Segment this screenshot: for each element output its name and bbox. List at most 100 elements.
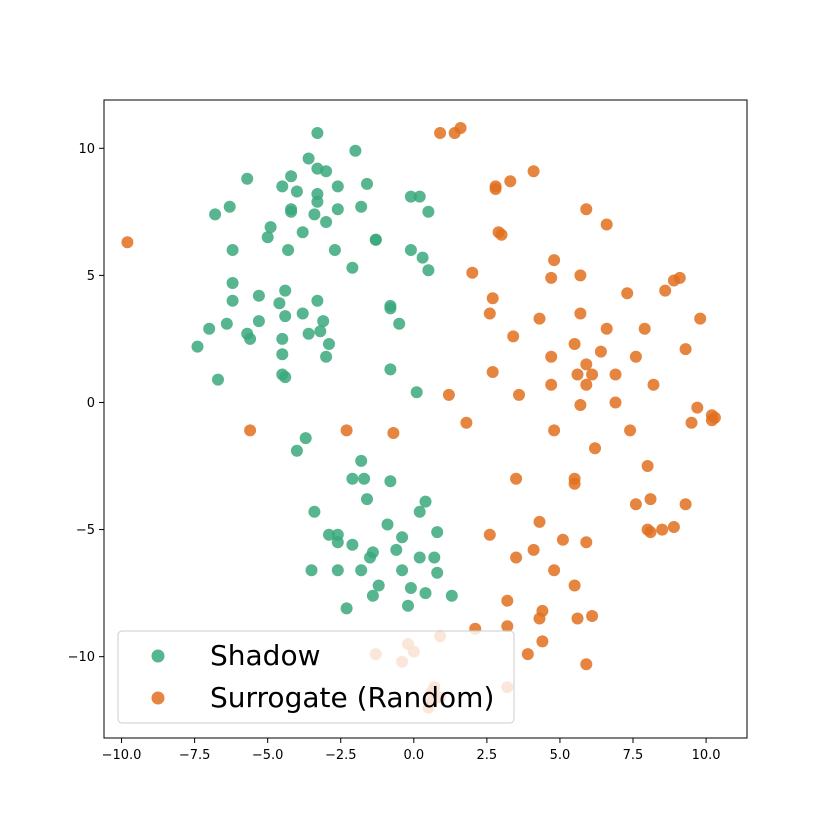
shadow-point [413, 505, 426, 518]
shadow-point [308, 208, 321, 221]
surrogate-point [589, 442, 601, 455]
surrogate-point [501, 594, 514, 607]
surrogate-point [580, 658, 593, 671]
shadow-point [355, 564, 368, 577]
plot-frame [103, 99, 748, 739]
y-tick-label: −5 [76, 523, 95, 538]
surrogate-point [641, 460, 654, 472]
shadow-point [311, 195, 324, 208]
surrogate-point [609, 368, 622, 381]
surrogate-point [434, 127, 447, 139]
legend-label-shadow: Shadow [210, 639, 320, 672]
legend: Shadow Surrogate (Random) [117, 630, 515, 724]
surrogate-point [629, 350, 642, 363]
x-tick-label: −7.5 [179, 748, 211, 763]
x-tick-label: −2.5 [325, 748, 357, 763]
surrogate-point [244, 424, 257, 437]
shadow-point [296, 226, 309, 239]
shadow-point [302, 327, 315, 340]
surrogate-point [679, 343, 692, 356]
shadow-point [384, 302, 397, 315]
surrogate-point [656, 523, 669, 536]
shadow-point [331, 564, 344, 577]
surrogate-point [600, 218, 613, 231]
surrogate-point [483, 307, 496, 320]
surrogate-point [594, 345, 607, 358]
shadow-point [384, 475, 397, 488]
y-tick-label: −10 [68, 650, 95, 665]
shadow-point [273, 297, 286, 310]
surrogate-point [580, 358, 593, 371]
shadow-point [381, 518, 394, 531]
shadow-point [320, 165, 333, 178]
surrogate-point [624, 424, 637, 437]
surrogate-point [574, 307, 587, 320]
surrogate-point [568, 338, 581, 350]
surrogate-point [513, 388, 525, 401]
legend-marker-shadow [151, 649, 165, 663]
shadow-point [212, 373, 224, 386]
shadow-point [355, 454, 368, 467]
shadow-point [346, 472, 359, 485]
surrogate-point [705, 414, 718, 427]
shadow-point [358, 472, 371, 485]
legend-label-surrogate: Surrogate (Random) [210, 681, 494, 714]
shadow-point [328, 244, 341, 256]
shadow-point [369, 233, 382, 246]
x-tick-label: −10.0 [102, 748, 142, 763]
shadow-point [323, 528, 335, 541]
surrogate-point [486, 366, 499, 378]
shadow-point [331, 536, 344, 549]
shadow-point [431, 526, 444, 539]
surrogate-point [489, 180, 502, 193]
surrogate-point [442, 388, 455, 401]
surrogate-point [679, 498, 692, 511]
shadow-point [320, 216, 333, 228]
shadow-point [364, 551, 376, 564]
surrogate-point [571, 368, 584, 381]
x-tick-label: 0.0 [403, 748, 424, 763]
shadow-point [311, 127, 324, 139]
surrogate-point [501, 620, 514, 633]
shadow-point [285, 170, 298, 183]
shadow-point [428, 551, 441, 564]
surrogate-point [647, 378, 660, 391]
surrogate-point [510, 472, 523, 485]
shadow-point [311, 294, 324, 307]
shadow-point [264, 221, 277, 234]
surrogate-point [504, 175, 517, 188]
shadow-point [384, 363, 397, 376]
surrogate-point [454, 122, 467, 134]
shadow-point [419, 587, 432, 600]
shadow-point [226, 277, 239, 289]
x-tick-label: 7.5 [623, 748, 644, 763]
shadow-point [396, 531, 409, 544]
y-tick-label: 5 [87, 269, 95, 284]
shadow-point [252, 289, 265, 302]
surrogate-point [621, 287, 634, 300]
surrogate-point [685, 416, 698, 429]
shadow-point [346, 261, 359, 274]
shadow-point [323, 338, 335, 350]
x-tick-label: 5.0 [550, 748, 571, 763]
shadow-point [191, 340, 204, 353]
shadow-point [320, 350, 333, 363]
legend-marker-surrogate [151, 691, 165, 705]
shadow-point [346, 538, 359, 551]
shadow-point [331, 180, 344, 193]
points-layer [121, 122, 721, 714]
shadow-point [445, 589, 458, 602]
shadow-point [209, 208, 222, 221]
surrogate-point [644, 526, 657, 539]
surrogate-point [644, 493, 657, 506]
shadow-point [419, 495, 432, 508]
surrogate-point [548, 564, 561, 577]
surrogate-point [667, 521, 680, 533]
shadow-point [404, 244, 417, 256]
surrogate-point [586, 610, 599, 622]
surrogate-point [609, 396, 622, 409]
shadow-point [366, 589, 379, 602]
shadow-point [308, 505, 321, 518]
shadow-point [331, 203, 344, 216]
